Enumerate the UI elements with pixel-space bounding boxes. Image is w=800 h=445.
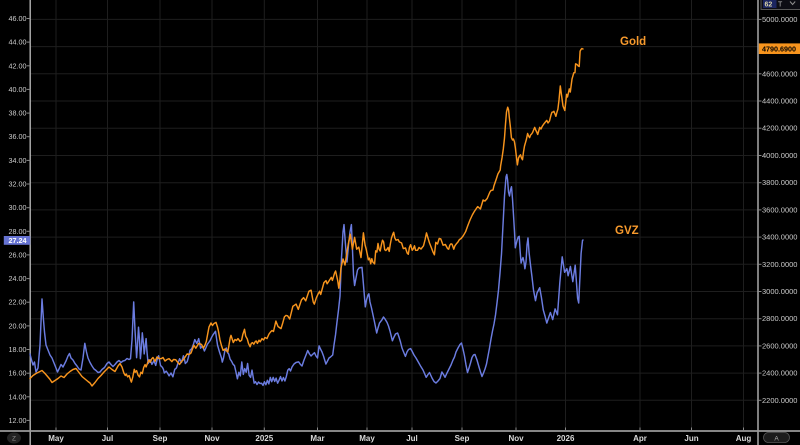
svg-text:2800.0000: 2800.0000 (762, 314, 797, 323)
svg-text:A: A (774, 435, 779, 442)
svg-text:4000.0000: 4000.0000 (762, 151, 797, 160)
svg-text:T: T (778, 2, 783, 9)
svg-text:Aug: Aug (736, 434, 752, 443)
svg-text:Jun: Jun (684, 434, 698, 443)
svg-text:46.00: 46.00 (9, 14, 27, 23)
svg-text:4200.0000: 4200.0000 (762, 124, 797, 133)
svg-text:38.00: 38.00 (9, 109, 27, 118)
svg-text:Nov: Nov (508, 434, 524, 443)
svg-text:Jul: Jul (406, 434, 418, 443)
svg-text:28.00: 28.00 (9, 227, 27, 236)
svg-text:3200.0000: 3200.0000 (762, 260, 797, 269)
svg-text:Z: Z (12, 436, 16, 443)
svg-text:27.24: 27.24 (9, 236, 27, 245)
svg-text:62: 62 (765, 2, 773, 9)
svg-text:32.00: 32.00 (9, 180, 27, 189)
svg-text:3600.0000: 3600.0000 (762, 205, 797, 214)
svg-text:34.00: 34.00 (9, 156, 27, 165)
svg-text:5000.0000: 5000.0000 (762, 15, 797, 24)
svg-text:3000.0000: 3000.0000 (762, 287, 797, 296)
svg-text:3400.0000: 3400.0000 (762, 233, 797, 242)
svg-text:2026: 2026 (557, 434, 575, 443)
svg-text:20.00: 20.00 (9, 321, 27, 330)
svg-text:22.00: 22.00 (9, 298, 27, 307)
svg-text:Jul: Jul (102, 434, 114, 443)
svg-text:30.00: 30.00 (9, 203, 27, 212)
svg-text:2400.0000: 2400.0000 (762, 369, 797, 378)
svg-text:36.00: 36.00 (9, 132, 27, 141)
svg-text:Gold: Gold (620, 36, 646, 48)
svg-text:May: May (48, 434, 64, 443)
svg-text:Nov: Nov (204, 434, 220, 443)
svg-text:24.00: 24.00 (9, 274, 27, 283)
svg-text:Apr: Apr (633, 434, 647, 443)
svg-text:3800.0000: 3800.0000 (762, 178, 797, 187)
svg-text:4790.6900: 4790.6900 (762, 44, 796, 53)
svg-text:40.00: 40.00 (9, 85, 27, 94)
svg-text:4400.0000: 4400.0000 (762, 97, 797, 106)
svg-text:14.00: 14.00 (9, 392, 27, 401)
svg-text:GVZ: GVZ (615, 225, 639, 237)
svg-text:18.00: 18.00 (9, 345, 27, 354)
svg-text:42.00: 42.00 (9, 61, 27, 70)
svg-text:26.00: 26.00 (9, 250, 27, 259)
svg-text:4600.0000: 4600.0000 (762, 69, 797, 78)
svg-text:Sep: Sep (153, 434, 168, 443)
svg-text:Sep: Sep (455, 434, 470, 443)
svg-text:44.00: 44.00 (9, 38, 27, 47)
svg-text:2025: 2025 (255, 434, 273, 443)
svg-text:2600.0000: 2600.0000 (762, 341, 797, 350)
svg-text:Mar: Mar (310, 434, 324, 443)
svg-text:May: May (359, 434, 375, 443)
svg-text:2200.0000: 2200.0000 (762, 396, 797, 405)
svg-text:16.00: 16.00 (9, 369, 27, 378)
svg-text:12.00: 12.00 (9, 416, 27, 425)
